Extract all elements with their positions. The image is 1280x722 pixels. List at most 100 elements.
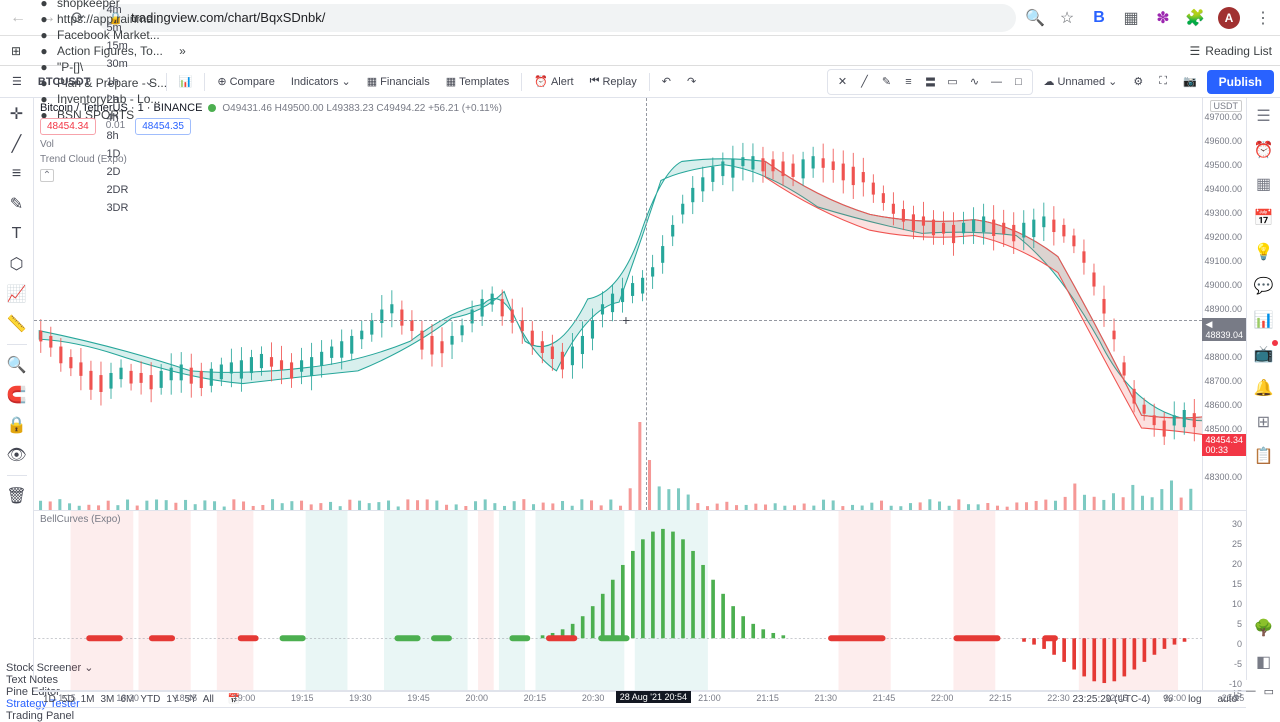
bid-box[interactable]: 48454.34 <box>40 118 96 135</box>
interval-more[interactable]: ⌄ <box>138 72 159 91</box>
range-3M[interactable]: 3M <box>98 692 118 707</box>
minimize-panel-button[interactable]: — <box>1245 685 1256 698</box>
parallel-tool[interactable]: 〓 <box>920 72 940 92</box>
alert-button[interactable]: ⏰ Alert <box>528 72 579 91</box>
order-panel-button[interactable]: 📋 <box>1252 444 1276 468</box>
brush-tool[interactable]: ✎ <box>5 192 29 216</box>
symbol-button[interactable]: BTCUSDT <box>32 73 97 91</box>
goto-date-button[interactable]: ⚙ <box>1232 693 1240 704</box>
ideas-button[interactable]: 💡 <box>1252 240 1276 264</box>
interval-5m[interactable]: 5m <box>100 19 134 37</box>
rect-tool[interactable]: ▭ <box>942 72 962 92</box>
line-tool[interactable]: ╱ <box>854 72 874 92</box>
star-icon[interactable]: ☆ <box>1058 9 1076 27</box>
zoom-tool[interactable]: 🔍 <box>5 353 29 377</box>
bookmark-overflow[interactable]: » <box>179 44 186 58</box>
settings-button[interactable]: ⚙ <box>1127 72 1149 91</box>
templates-button[interactable]: ▦ Templates <box>440 72 516 91</box>
menu-icon[interactable]: ⋮ <box>1254 9 1272 27</box>
calendar-button[interactable]: 📅 <box>1252 206 1276 230</box>
time-axis[interactable]: 1:1518:3018:4519:0019:1519:3019:4520:002… <box>34 691 1246 692</box>
apps-icon[interactable]: ⊞ <box>8 43 24 59</box>
pencil-tool[interactable]: ✎ <box>876 72 896 92</box>
indicators-button[interactable]: Indicators ⌄ <box>285 72 357 91</box>
crosshair-price-badge: ◀ 48839.04 <box>1202 318 1246 341</box>
hotlist-button[interactable]: ▦ <box>1252 172 1276 196</box>
replay-button[interactable]: ⏮ Replay <box>584 72 643 91</box>
help-button[interactable]: ◧ <box>1252 650 1276 674</box>
trash-tool[interactable]: 🗑 <box>5 484 29 508</box>
time-tick: 18:30 <box>116 693 139 703</box>
text-tool[interactable]: T <box>5 222 29 246</box>
dom-button[interactable]: ⊞ <box>1252 410 1276 434</box>
publish-button[interactable]: Publish <box>1207 70 1274 94</box>
fib-tool[interactable]: ≡ <box>898 72 918 92</box>
time-tick: 22:00 <box>931 693 954 703</box>
menu-button[interactable]: ☰ <box>6 72 28 91</box>
interval-1h[interactable]: 1h <box>100 73 134 91</box>
cursor-tool[interactable]: ✛ <box>5 102 29 126</box>
fib-tool-sb[interactable]: ≡ <box>5 162 29 186</box>
reading-list-button[interactable]: ☰ Reading List <box>1190 44 1272 58</box>
lock-tool[interactable]: 🔒 <box>5 413 29 437</box>
notifications-button[interactable]: 🔔 <box>1252 376 1276 400</box>
range-All[interactable]: All <box>200 692 217 707</box>
interval-4m[interactable]: 4m <box>100 1 134 19</box>
watchlist-button[interactable]: ☰ <box>1252 104 1276 128</box>
ext-bars-icon[interactable]: ▦ <box>1122 9 1140 27</box>
price-tick: 49300.00 <box>1204 208 1242 218</box>
profile-avatar[interactable]: A <box>1218 7 1240 29</box>
collapse-toggle[interactable]: ⌃ <box>40 169 54 182</box>
main-chart[interactable]: Bitcoin / TetherUS · 1 · BINANCE O49431.… <box>34 98 1246 511</box>
cross-tool[interactable]: ✕ <box>832 72 852 92</box>
back-button[interactable]: ← <box>8 8 28 28</box>
compare-button[interactable]: ⊕ Compare <box>211 72 280 91</box>
search-icon[interactable]: 🔍 <box>1026 9 1044 27</box>
range-1M[interactable]: 1M <box>78 692 98 707</box>
url-bar[interactable]: 🔒 tradingview.com/chart/BqxSDnbk/ <box>98 4 1016 32</box>
alerts-panel-button[interactable]: ⏰ <box>1252 138 1276 162</box>
path-tool[interactable]: ∿ <box>964 72 984 92</box>
sub-chart[interactable]: BellCurves (Expo) <box>34 511 1246 691</box>
ohlc-values: O49431.46 H49500.00 L49383.23 C49494.22 … <box>222 103 502 114</box>
eye-tool[interactable]: 👁 <box>5 443 29 467</box>
time-tick: 23:00 <box>1164 693 1187 703</box>
range-YTD[interactable]: YTD <box>137 692 163 707</box>
hline-tool[interactable]: — <box>986 72 1006 92</box>
maximize-panel-button[interactable]: ▭ <box>1264 685 1274 698</box>
measure-tool[interactable]: 📏 <box>5 312 29 336</box>
trendline-tool[interactable]: ╱ <box>5 132 29 156</box>
indicator-label[interactable]: Trend Cloud (Expo) <box>40 154 502 165</box>
streams-button[interactable]: 📺 <box>1252 342 1276 366</box>
candles-button[interactable]: 📊 <box>173 72 199 91</box>
extensions-icon[interactable]: 🧩 <box>1186 9 1204 27</box>
square-tool[interactable]: □ <box>1008 72 1028 92</box>
snapshot-button[interactable]: 📷 <box>1177 72 1203 91</box>
drawing-toolbar: ✕ ╱ ✎ ≡ 〓 ▭ ∿ — □ <box>827 69 1033 95</box>
interval-30m[interactable]: 30m <box>100 55 134 73</box>
undo-button[interactable]: ↶ <box>656 72 677 91</box>
sub-tick: -5 <box>1234 659 1242 669</box>
log-toggle[interactable]: log <box>1185 692 1204 707</box>
ext-b-icon[interactable]: B <box>1090 9 1108 27</box>
right-sidebar: ☰ ⏰ ▦ 📅 💡 💬 📊 📺 🔔 ⊞ 📋 🌳 ◧ <box>1246 98 1280 680</box>
redo-button[interactable]: ↷ <box>681 72 702 91</box>
chat-button[interactable]: 💬 <box>1252 274 1276 298</box>
ask-box[interactable]: 48454.35 <box>135 118 191 135</box>
price-axis[interactable]: USDT 49700.0049600.0049500.0049400.00493… <box>1202 98 1246 510</box>
pattern-tool[interactable]: ⬡ <box>5 252 29 276</box>
sub-chart-axis[interactable]: 302520151050-5-10-15 <box>1202 511 1246 690</box>
layout-name[interactable]: ☁ Unnamed ⌄ <box>1037 72 1123 91</box>
ideas-stream-button[interactable]: 📊 <box>1252 308 1276 332</box>
fullscreen-button[interactable]: ⛶ <box>1153 72 1173 91</box>
sub-chart-label[interactable]: BellCurves (Expo) <box>40 514 121 525</box>
symbol-title[interactable]: Bitcoin / TetherUS · 1 · BINANCE <box>40 102 202 114</box>
range-1D[interactable]: 1D <box>40 692 59 707</box>
forecast-tool[interactable]: 📈 <box>5 282 29 306</box>
magnet-tool[interactable]: 🧲 <box>5 383 29 407</box>
financials-button[interactable]: ▦ Financials <box>361 72 436 91</box>
vol-label[interactable]: Vol <box>40 139 502 150</box>
interval-15m[interactable]: 15m <box>100 37 134 55</box>
object-tree-button[interactable]: 🌳 <box>1252 616 1276 640</box>
ext-flower-icon[interactable]: ✽ <box>1154 9 1172 27</box>
